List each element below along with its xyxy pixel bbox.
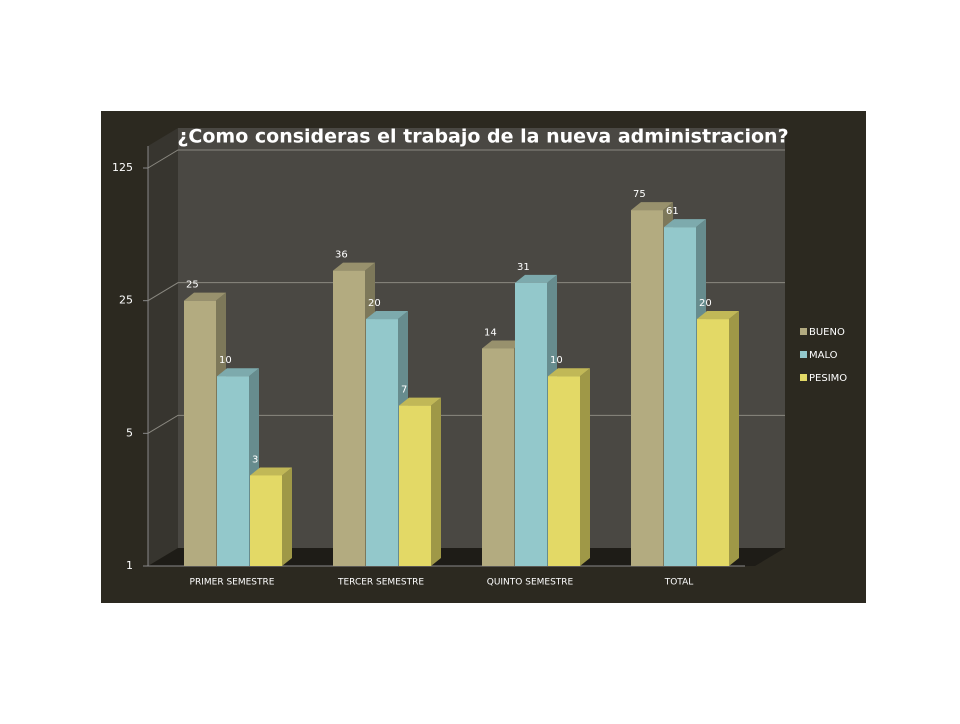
bar: [250, 475, 282, 566]
y-tick-label: 25: [119, 294, 133, 307]
x-tick-label: QUINTO SEMESTRE: [487, 578, 574, 588]
value-label: 3: [252, 454, 258, 465]
value-label: 10: [219, 355, 232, 366]
y-tick-label: 1: [126, 559, 133, 572]
legend-swatch: [800, 374, 807, 381]
bar-side: [282, 467, 292, 566]
bar-top: [515, 274, 557, 283]
x-tick-label: TOTAL: [664, 578, 694, 588]
legend-swatch: [800, 351, 807, 358]
value-label: 36: [335, 250, 348, 261]
bar-top: [184, 292, 226, 301]
x-tick-label: TERCER SEMESTRE: [337, 578, 424, 588]
bar: [333, 270, 365, 566]
value-label: 14: [484, 327, 497, 338]
bar: [631, 210, 663, 566]
bar: [366, 319, 398, 566]
bar: [664, 227, 696, 566]
y-tick-label: 5: [126, 426, 133, 439]
legend-label: MALO: [809, 350, 838, 361]
bar: [184, 300, 216, 566]
bar-side: [431, 397, 441, 566]
value-label: 20: [699, 298, 712, 309]
legend-swatch: [800, 328, 807, 335]
value-label: 7: [401, 385, 407, 396]
chart-title: ¿Como consideras el trabajo de la nueva …: [177, 126, 788, 148]
bar-top: [631, 202, 673, 211]
bar-top: [217, 368, 259, 377]
value-label: 20: [368, 298, 381, 309]
bar: [548, 376, 580, 566]
bar-top: [482, 340, 524, 349]
grid-line: [147, 282, 785, 302]
bar: [482, 348, 514, 566]
bar: [399, 405, 431, 566]
y-tick-label: 125: [112, 161, 133, 174]
side-wall: [148, 128, 178, 566]
bar-side: [580, 368, 590, 566]
floor: [148, 548, 785, 566]
value-label: 61: [666, 206, 679, 217]
bar-top: [664, 219, 706, 228]
bar: [697, 319, 729, 566]
x-tick-label: PRIMER SEMESTRE: [190, 578, 275, 588]
bar-top: [697, 311, 739, 320]
bar-side: [729, 311, 739, 566]
grid-line: [147, 149, 785, 169]
legend-label: PESIMO: [809, 373, 847, 384]
value-label: 10: [550, 355, 563, 366]
bar-top: [366, 311, 408, 320]
bar-top: [333, 262, 375, 271]
bar-top: [250, 467, 292, 476]
bar: [515, 282, 547, 566]
bar-top: [548, 368, 590, 377]
bar: [217, 376, 249, 566]
bar-top: [399, 397, 441, 406]
value-label: 31: [517, 262, 530, 273]
legend-label: BUENO: [809, 327, 845, 338]
value-label: 25: [186, 280, 199, 291]
value-label: 75: [633, 189, 646, 200]
